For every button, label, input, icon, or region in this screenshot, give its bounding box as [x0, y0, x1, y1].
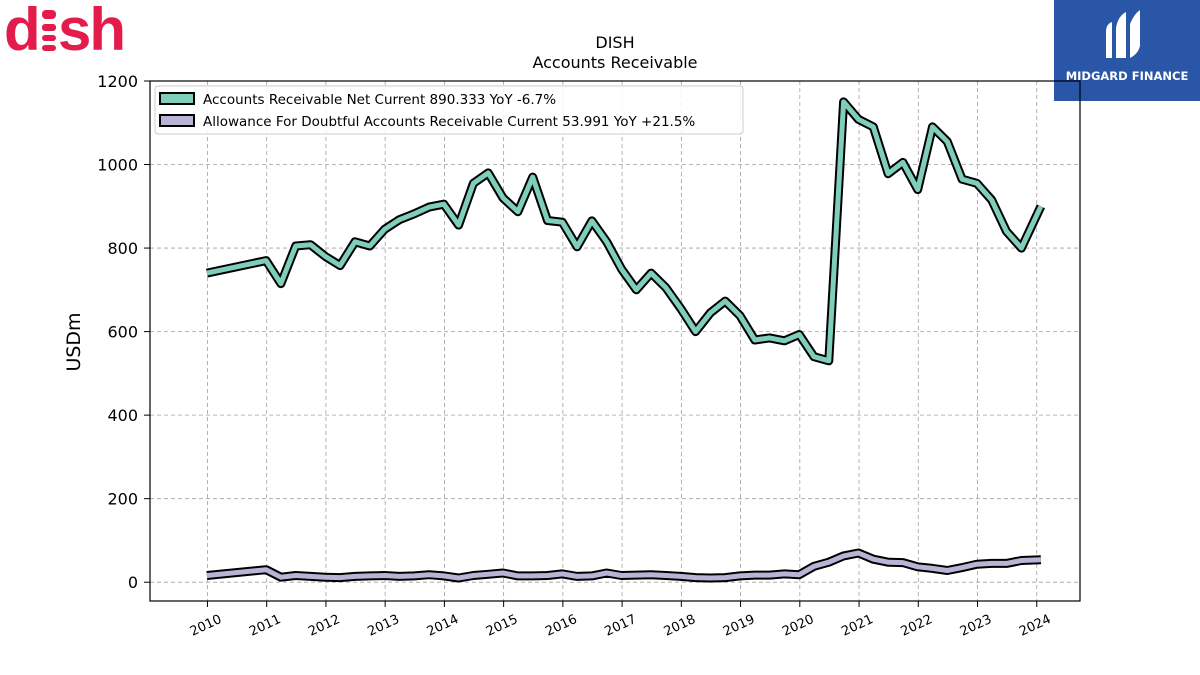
x-tick-label: 2016 [543, 612, 579, 640]
series-line-allowance-for-doubtful-accounts-receivable-current [206, 550, 1042, 581]
y-tick-label: 200 [107, 490, 138, 509]
chart-title: DISH [595, 33, 634, 52]
chart-ticks: 0 200 400 600 800 1000 1200 2010 2011 2012 2013 201… [97, 72, 1053, 640]
y-tick-label: 1000 [97, 156, 138, 175]
dish-logo-wordmark-rest: sh [58, 2, 124, 58]
midgard-finance-logo-graphic: MIDGARD FINANCE [1054, 0, 1200, 101]
midgard-logo-mark-right [1130, 10, 1140, 58]
series-line-accounts-receivable-net-current [206, 99, 1044, 364]
legend-label-accounts-receivable: Accounts Receivable Net Current 890.333 … [203, 92, 556, 108]
legend-swatch-accounts-receivable [159, 92, 195, 105]
chart-subtitle: Accounts Receivable [532, 53, 697, 72]
x-tick-label: 2023 [958, 612, 994, 640]
plot-frame [149, 80, 1081, 602]
midgard-logo-mark-middle [1116, 12, 1126, 58]
y-tick-label: 0 [128, 573, 138, 592]
legend-box [154, 85, 744, 135]
y-tick-label: 800 [107, 239, 138, 258]
midgard-finance-logo: MIDGARD FINANCE [1054, 0, 1200, 101]
dish-logo-dot [42, 10, 56, 19]
series-outline-accounts-receivable-net-current [205, 97, 1045, 366]
midgard-logo-mark-left [1106, 22, 1112, 58]
chart-legend: Accounts Receivable Net Current 890.333 … [154, 85, 744, 135]
dish-logo: d sh [4, 0, 138, 63]
x-tick-label: 2013 [366, 612, 402, 640]
x-tick-label: 2020 [780, 612, 816, 640]
x-tick-label: 2012 [306, 612, 342, 640]
dish-logo-wave-1 [42, 24, 56, 31]
dish-logo-wordmark: d [4, 2, 39, 58]
y-tick-label: 600 [107, 323, 138, 342]
dish-logo-wave-2 [42, 35, 56, 41]
x-tick-label: 2014 [425, 612, 461, 640]
midgard-logo-background [1054, 0, 1200, 101]
x-tick-label: 2019 [721, 612, 757, 640]
y-tick-label: 1200 [97, 72, 138, 91]
x-tick-label: 2015 [484, 612, 520, 640]
y-axis-label: USDm [63, 312, 85, 371]
chart-grid [150, 80, 1080, 601]
dish-logo-graphic: d sh [4, 0, 126, 63]
x-tick-label: 2018 [662, 612, 698, 640]
x-tick-label: 2010 [188, 612, 224, 640]
legend-label-allowance-doubtful-accounts: Allowance For Doubtful Accounts Receivab… [203, 114, 695, 130]
legend-swatch-allowance-doubtful-accounts [159, 114, 195, 127]
y-tick-label: 400 [107, 406, 138, 425]
x-tick-label: 2017 [602, 612, 638, 640]
dish-logo-wave-3 [42, 45, 56, 51]
midgard-logo-text: MIDGARD FINANCE [1066, 69, 1189, 83]
x-tick-label: 2024 [1017, 612, 1053, 640]
x-tick-label: 2022 [899, 612, 935, 640]
x-tick-label: 2011 [247, 612, 283, 640]
chart-series [205, 97, 1045, 583]
x-tick-label: 2021 [839, 612, 875, 640]
